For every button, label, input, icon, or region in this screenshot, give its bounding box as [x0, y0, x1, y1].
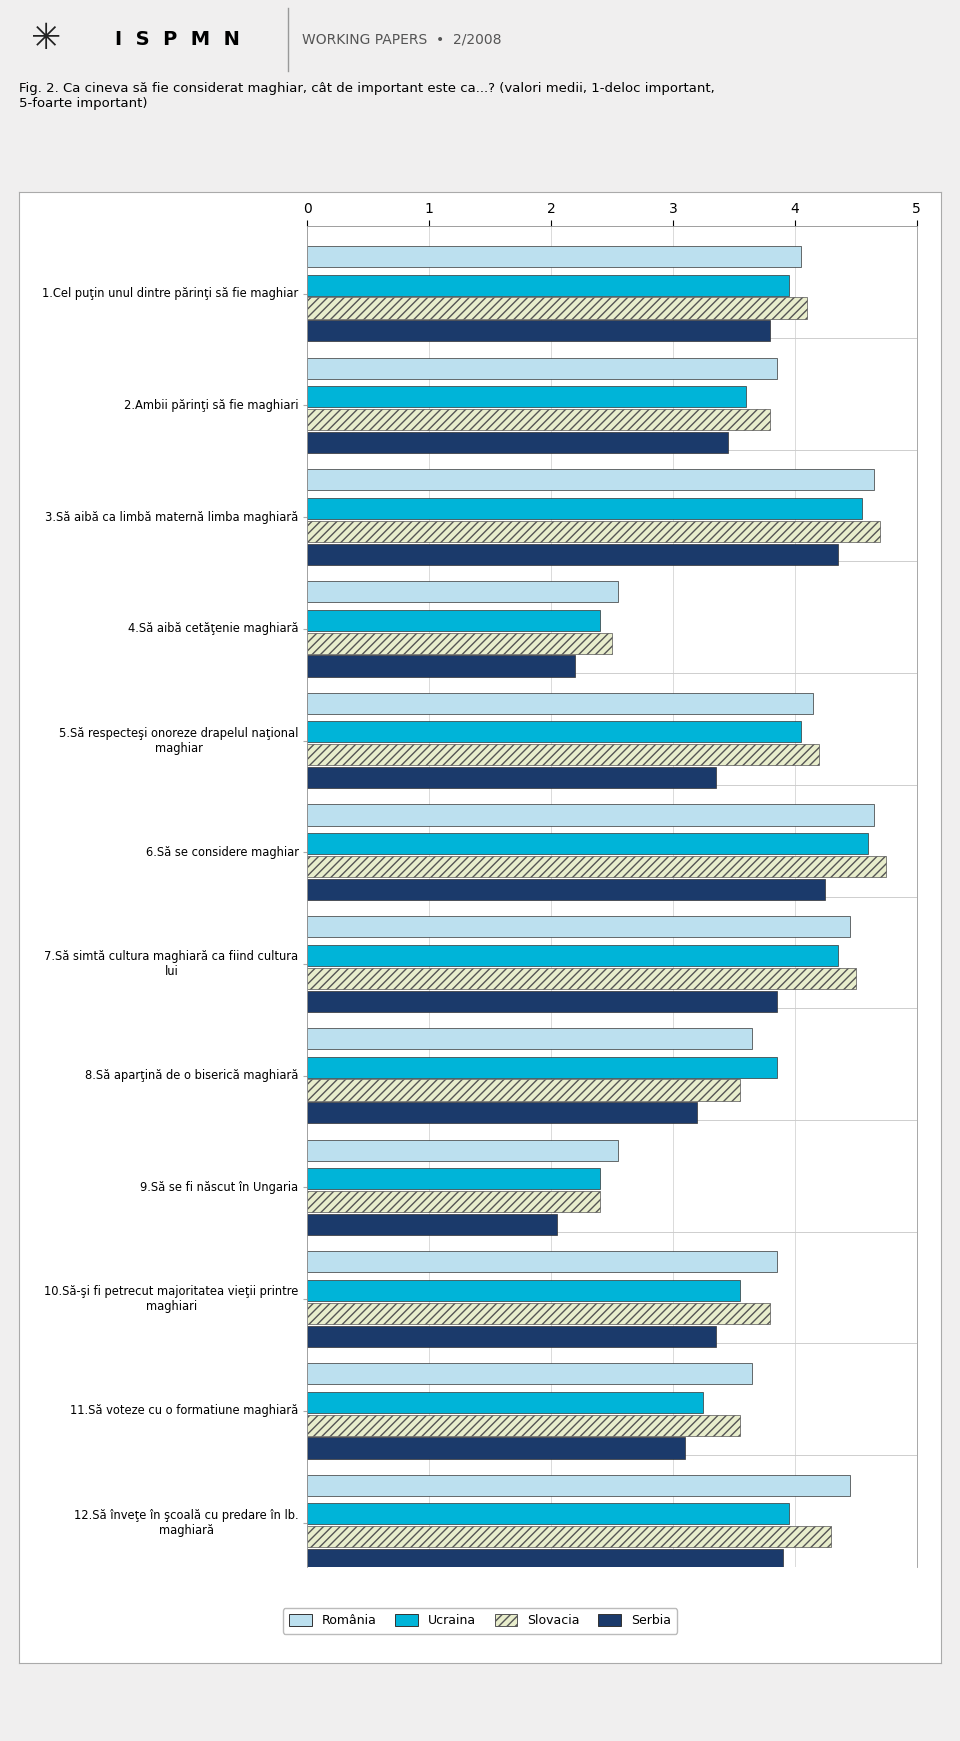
Text: I  S  P  M  N: I S P M N — [115, 30, 240, 49]
Bar — [307, 655, 575, 677]
Bar — [307, 543, 837, 564]
Bar — [307, 1140, 618, 1161]
Text: 8.Să aparţină de o biserică maghiară: 8.Să aparţină de o biserică maghiară — [85, 1069, 299, 1083]
Bar — [307, 1027, 753, 1048]
Bar — [307, 409, 771, 430]
Bar — [307, 991, 777, 1012]
Bar — [307, 879, 826, 900]
Bar — [307, 275, 789, 296]
Text: 12.Să înveţe în şcoală cu predare în lb.
maghiară: 12.Să înveţe în şcoală cu predare în lb.… — [74, 1508, 299, 1537]
Bar — [307, 1168, 600, 1189]
Bar — [307, 693, 813, 714]
Bar — [307, 1391, 704, 1412]
Bar — [307, 1213, 557, 1234]
Bar — [307, 857, 886, 877]
Bar — [307, 1079, 740, 1100]
Bar — [307, 1438, 685, 1459]
Bar — [307, 432, 728, 453]
Bar — [307, 834, 868, 855]
Text: WORKING PAPERS  •  2/2008: WORKING PAPERS • 2/2008 — [302, 31, 502, 47]
Bar — [307, 745, 819, 766]
Bar — [307, 470, 875, 491]
Bar — [307, 916, 850, 937]
Bar — [307, 581, 618, 602]
Text: 10.Să-şi fi petrecut majoritatea vieţii printre
maghiari: 10.Să-şi fi petrecut majoritatea vieţii … — [44, 1285, 299, 1313]
Bar — [307, 1325, 715, 1348]
Bar — [307, 768, 715, 789]
Bar — [307, 1191, 600, 1212]
Bar — [307, 357, 777, 378]
Legend: România, Ucraina, Slovacia, Serbia: România, Ucraina, Slovacia, Serbia — [283, 1609, 677, 1633]
Bar — [307, 387, 746, 407]
Bar — [307, 1504, 789, 1525]
Bar — [307, 1527, 831, 1548]
Text: 11.Să voteze cu o formatiune maghiară: 11.Să voteze cu o formatiune maghiară — [70, 1405, 299, 1417]
Bar — [307, 245, 801, 266]
Text: 6.Să se considere maghiar: 6.Să se considere maghiar — [146, 846, 299, 858]
Bar — [307, 721, 801, 742]
Bar — [307, 1415, 740, 1436]
Text: 3.Să aibă ca limbă maternă limba maghiară: 3.Să aibă ca limbă maternă limba maghiar… — [45, 510, 299, 524]
Bar — [307, 1475, 850, 1496]
Bar — [307, 1057, 777, 1078]
Bar — [307, 1280, 740, 1301]
Text: 1.Cel puţin unul dintre părinţi să fie maghiar: 1.Cel puţin unul dintre părinţi să fie m… — [42, 287, 299, 299]
Bar — [307, 609, 600, 630]
Bar — [307, 521, 880, 541]
Bar — [307, 1363, 753, 1384]
Text: Fig. 2. Ca cineva să fie considerat maghiar, cât de important este ca...? (valor: Fig. 2. Ca cineva să fie considerat magh… — [19, 82, 715, 110]
Text: ✳: ✳ — [31, 23, 61, 56]
Text: 4.Să aibă cetăţenie maghiară: 4.Să aibă cetăţenie maghiară — [128, 622, 299, 635]
Bar — [307, 1549, 782, 1570]
Bar — [307, 1302, 771, 1323]
Bar — [307, 320, 771, 341]
Bar — [307, 1102, 697, 1123]
Bar — [307, 945, 837, 966]
Bar — [307, 632, 612, 653]
Bar — [307, 498, 862, 519]
Bar — [307, 298, 807, 319]
Bar — [307, 804, 875, 825]
Bar — [307, 1252, 777, 1273]
Text: 5.Să respecteşi onoreze drapelul naţional
maghiar: 5.Să respecteşi onoreze drapelul naţiona… — [60, 726, 299, 754]
Text: 9.Să se fi născut în Ungaria: 9.Să se fi născut în Ungaria — [140, 1180, 299, 1194]
Text: 7.Să simtă cultura maghiară ca fiind cultura
lui: 7.Să simtă cultura maghiară ca fiind cul… — [44, 951, 299, 978]
Bar — [307, 968, 855, 989]
Text: 2.Ambii părinţi să fie maghiari: 2.Ambii părinţi să fie maghiari — [124, 399, 299, 413]
